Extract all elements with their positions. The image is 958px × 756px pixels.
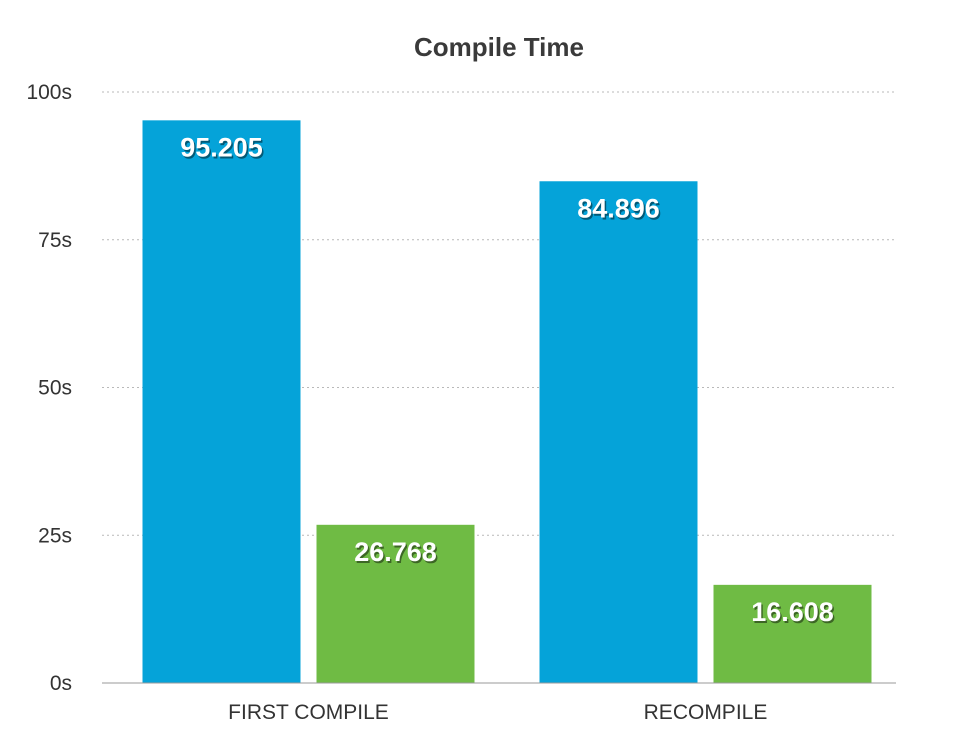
data-label-shadow: 95.205 <box>182 134 265 164</box>
data-label-1-2: 26.768 <box>354 537 437 567</box>
x-tick-label: RECOMPILE <box>644 701 768 724</box>
data-label-shadow: 84.896 <box>579 195 662 225</box>
bar-2-2 <box>713 584 872 683</box>
data-label-1-1: 95.205 <box>180 132 263 162</box>
y-tick-label: 75s <box>38 229 72 252</box>
chart-title: Compile Time <box>414 32 584 62</box>
y-tick-label: 0s <box>50 672 72 695</box>
y-tick-label: 25s <box>38 524 72 547</box>
grid <box>102 91 896 536</box>
y-tick-label: 50s <box>38 377 72 400</box>
bars <box>142 120 872 684</box>
bar-1-1 <box>142 120 301 684</box>
x-axis: FIRST COMPILE RECOMPILE <box>102 682 896 724</box>
data-label-shadow: 16.608 <box>753 599 836 629</box>
data-label-shadow: 26.768 <box>356 539 439 569</box>
bar-1-2 <box>316 524 475 683</box>
x-tick-label: FIRST COMPILE <box>228 701 389 724</box>
data-label-2-2: 16.608 <box>751 597 834 627</box>
y-axis: 0s 25s 50s 75s 100s <box>26 81 72 695</box>
data-labels: 95.20595.20526.76826.76884.89684.89616.6… <box>180 132 835 629</box>
bar-2-1 <box>539 181 698 683</box>
data-label-2-1: 84.896 <box>577 193 660 223</box>
y-tick-label: 100s <box>26 81 72 104</box>
